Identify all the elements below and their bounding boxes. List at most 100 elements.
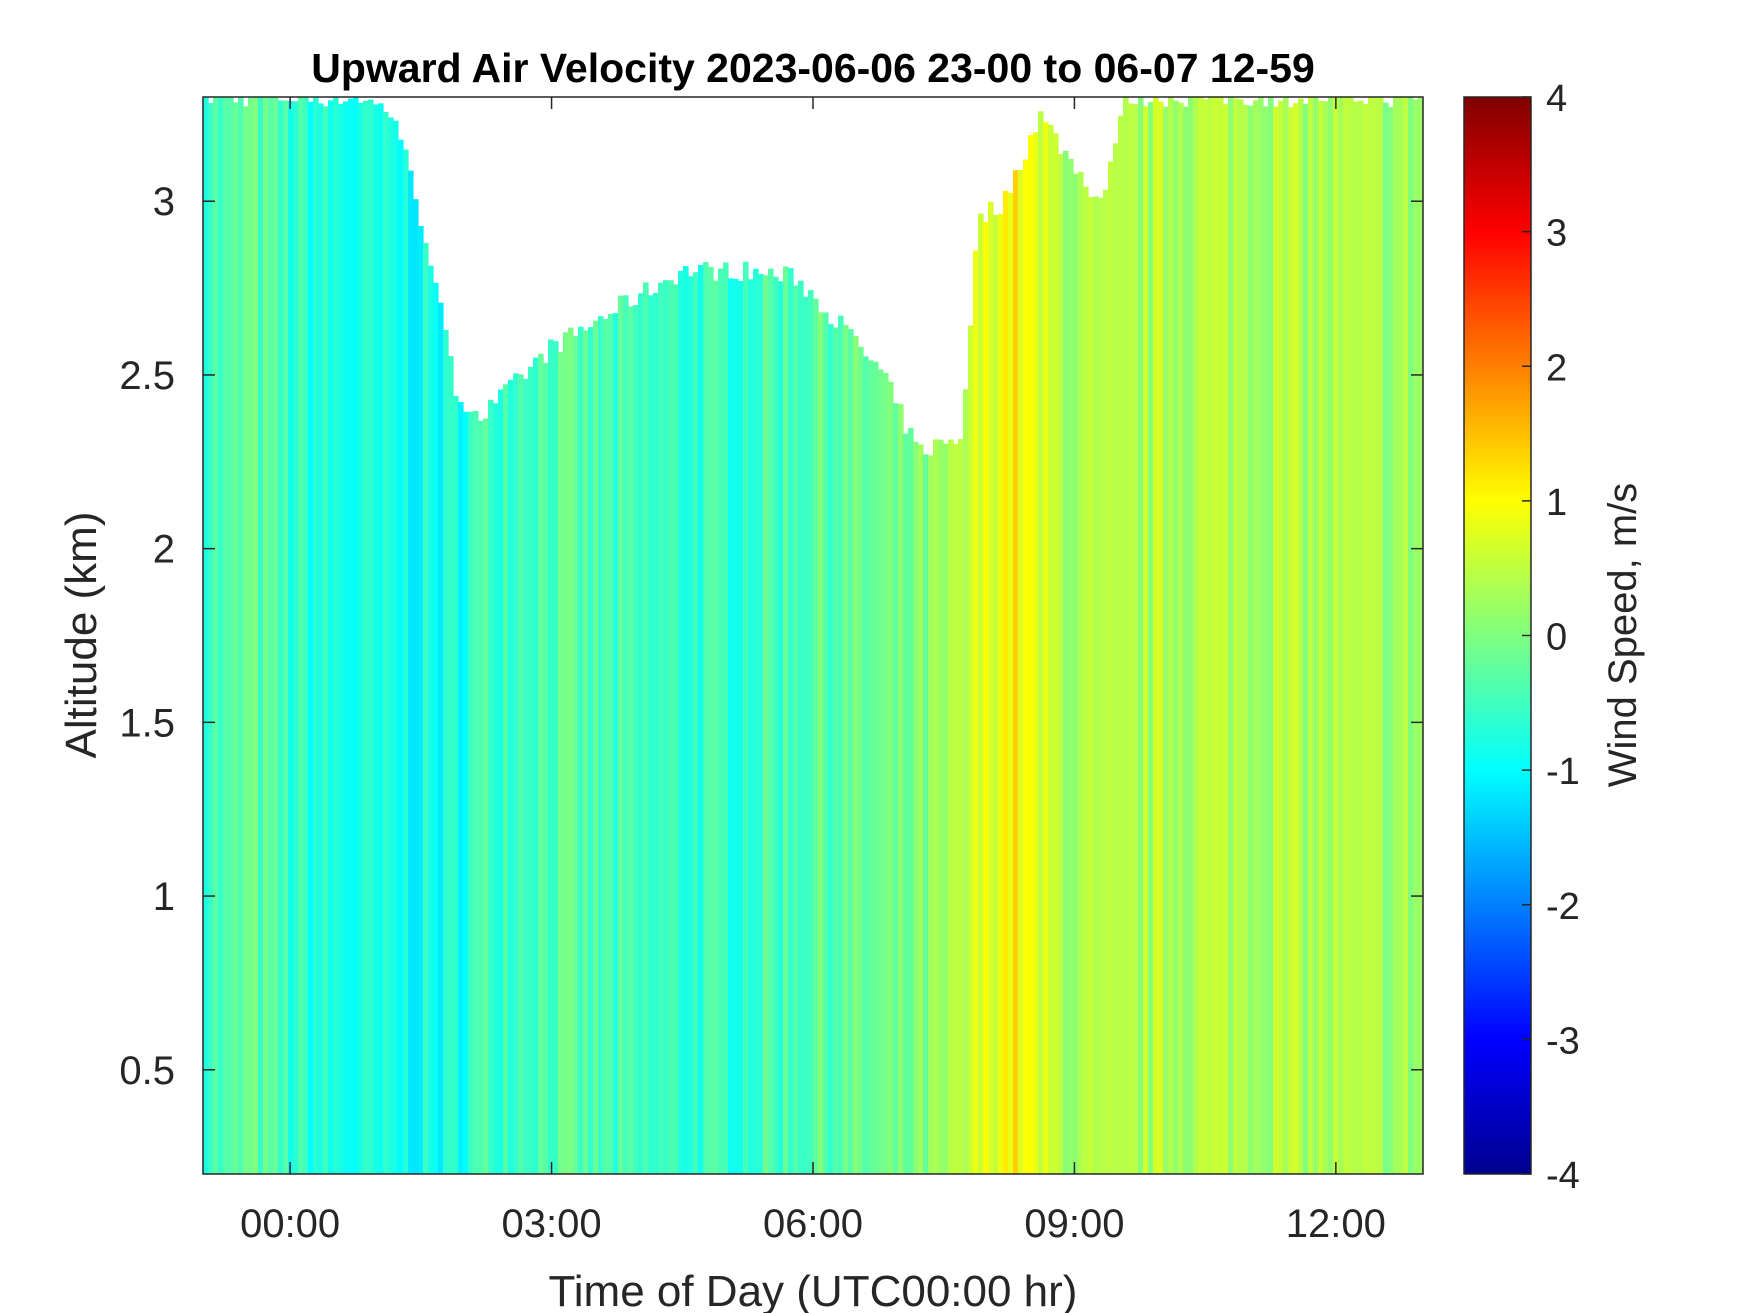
heatmap-cell (913, 441, 919, 1174)
colorbar-ticks: -4 -3 -2 -1 0 1 2 3 4 (1522, 78, 1580, 1197)
heatmap-cell (328, 100, 334, 1174)
heatmap-cell (1018, 169, 1024, 1174)
heatmap-cell (433, 282, 439, 1174)
heatmap-cell (308, 101, 314, 1174)
heatmap-cell (598, 316, 604, 1174)
heatmap-cell (608, 313, 614, 1174)
heatmap-cell (683, 266, 689, 1174)
y-axis-label: Altitude (km) (57, 512, 106, 759)
heatmap-cell (948, 439, 954, 1174)
heatmap-cell (673, 284, 679, 1174)
heatmap-cell (1093, 196, 1099, 1174)
heatmap-cell (813, 298, 819, 1174)
heatmap-cell (1243, 104, 1249, 1174)
heatmap-cell (603, 318, 609, 1174)
heatmap-cell (538, 353, 544, 1174)
heatmap-cell (793, 285, 799, 1174)
heatmap-cell (1253, 100, 1259, 1174)
heatmap-cell (1118, 115, 1124, 1174)
heatmap-cell (1378, 97, 1384, 1174)
heatmap-cell (988, 201, 994, 1174)
heatmap-cell (508, 379, 514, 1174)
heatmap-cell (513, 373, 519, 1174)
heatmap-cell (1083, 186, 1089, 1174)
heatmap-cell (548, 339, 554, 1174)
heatmap-cell (1308, 97, 1314, 1174)
heatmap-cell (443, 329, 449, 1174)
heatmap-cell (653, 292, 659, 1174)
heatmap-cell (773, 276, 779, 1174)
heatmap-cell (908, 427, 914, 1174)
heatmap-cell (348, 98, 354, 1174)
heatmap-cell (1248, 105, 1254, 1174)
heatmap-cell (458, 402, 464, 1174)
heatmap-cell (878, 369, 884, 1174)
heatmap-columns (203, 97, 1423, 1174)
heatmap-cell (423, 242, 429, 1174)
heatmap-cell (428, 265, 434, 1174)
heatmap-cell (368, 99, 374, 1174)
heatmap-cell (583, 330, 589, 1174)
heatmap-cell (998, 214, 1004, 1174)
heatmap-cell (373, 104, 379, 1174)
heatmap-cell (1363, 104, 1369, 1174)
heatmap-cell (928, 455, 934, 1174)
heatmap-cell (463, 411, 469, 1174)
heatmap-cell (1348, 97, 1354, 1174)
heatmap-cell (213, 97, 219, 1174)
heatmap-cell (1263, 106, 1269, 1174)
heatmap-cell (503, 384, 509, 1174)
heatmap-cell (303, 97, 309, 1174)
heatmap-cell (903, 433, 909, 1174)
heatmap-cell (383, 111, 389, 1174)
heatmap-cell (933, 439, 939, 1174)
heatmap-cell (1098, 197, 1104, 1174)
heatmap-cell (1123, 97, 1129, 1174)
chart-title: Upward Air Velocity 2023-06-06 23-00 to … (311, 45, 1315, 91)
heatmap-cell (478, 420, 484, 1174)
heatmap-cell (263, 97, 269, 1174)
heatmap-cell (1183, 106, 1189, 1174)
heatmap-cell (818, 312, 824, 1174)
y-tick-label: 0.5 (119, 1049, 175, 1093)
heatmap-cell (843, 324, 849, 1174)
heatmap-cell (1188, 97, 1194, 1174)
heatmap-cell (838, 315, 844, 1174)
heatmap-cell (453, 395, 459, 1174)
heatmap-cell (1203, 99, 1209, 1174)
heatmap-cell (1288, 107, 1294, 1174)
heatmap-cell (233, 102, 239, 1174)
heatmap-cell (543, 362, 549, 1174)
y-tick-label: 1 (153, 875, 175, 919)
heatmap-cell (1393, 97, 1399, 1174)
heatmap-cell (723, 262, 729, 1174)
heatmap-cell (1133, 104, 1139, 1174)
heatmap-cell (803, 296, 809, 1174)
heatmap-cell (858, 346, 864, 1174)
colorbar-tick-label: -2 (1546, 886, 1580, 928)
heatmap-cell (1208, 97, 1214, 1174)
heatmap-cell (1063, 150, 1069, 1174)
y-tick-label: 2 (153, 528, 175, 572)
heatmap-cell (648, 295, 654, 1174)
heatmap-cell (698, 265, 704, 1174)
colorbar-tick-label: 4 (1546, 78, 1567, 120)
heatmap-cell (533, 357, 539, 1174)
heatmap-cell (258, 97, 264, 1174)
heatmap-cell (1023, 159, 1029, 1174)
colorbar-tick-label: -3 (1546, 1020, 1580, 1062)
heatmap-cell (808, 290, 814, 1174)
heatmap-cell (253, 97, 259, 1174)
heatmap-cell (833, 327, 839, 1174)
heatmap-cell (528, 366, 534, 1174)
heatmap-cell (688, 276, 694, 1174)
heatmap-cell (1073, 173, 1079, 1174)
heatmap-cell (1373, 97, 1379, 1174)
colorbar: -4 -3 -2 -1 0 1 2 3 4 Wind Speed, m/s (1463, 78, 1645, 1197)
heatmap-cell (1103, 189, 1109, 1174)
heatmap-cell (923, 454, 929, 1174)
heatmap-cell (1008, 192, 1014, 1174)
heatmap-cell (1178, 102, 1184, 1174)
heatmap-cell (338, 103, 344, 1174)
heatmap-cell (268, 97, 274, 1174)
